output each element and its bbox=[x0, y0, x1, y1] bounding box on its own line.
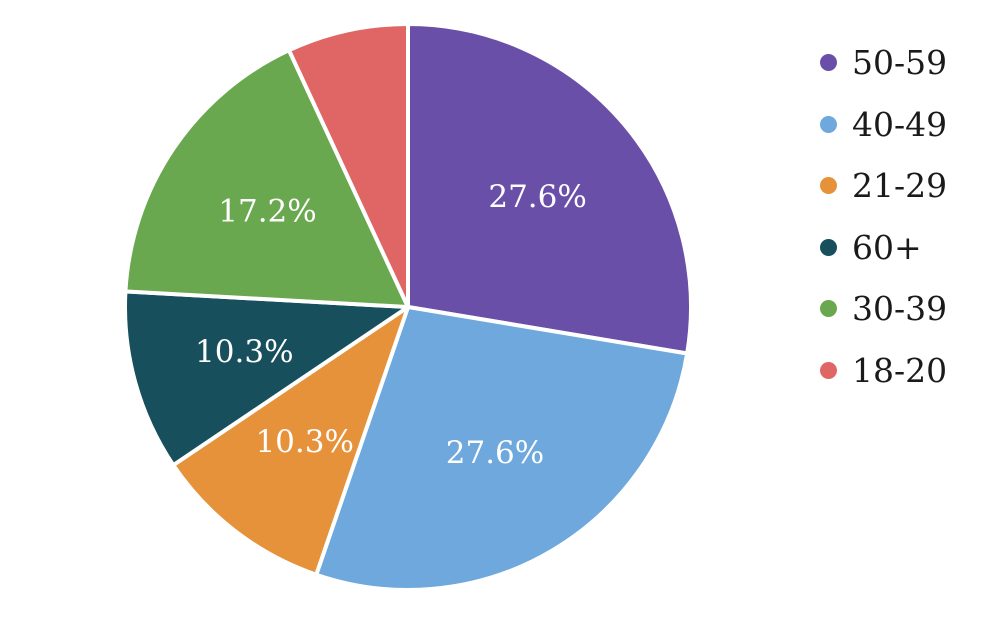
pie-slice-label-60-plus: 10.3% bbox=[195, 334, 293, 370]
legend-swatch-60-plus bbox=[820, 238, 837, 256]
pie-slice-40-49[interactable] bbox=[314, 305, 690, 592]
pie-slice-label-40-49: 27.6% bbox=[446, 435, 544, 471]
pie-slice-18-20[interactable] bbox=[287, 22, 410, 309]
legend-item-18-20[interactable]: 18-20 bbox=[820, 340, 990, 402]
pie-slice-label-50-59: 27.6% bbox=[488, 179, 586, 215]
legend-label-30-39: 30-39 bbox=[852, 289, 948, 329]
pie-slice-60-plus[interactable] bbox=[123, 289, 410, 468]
legend-swatch-18-20 bbox=[820, 361, 837, 379]
legend-swatch-50-59 bbox=[820, 54, 837, 72]
legend-swatch-40-49 bbox=[820, 115, 837, 133]
legend-item-21-29[interactable]: 21-29 bbox=[820, 155, 990, 217]
legend: 50-59 40-49 21-29 60+ 30-39 18-20 bbox=[820, 32, 990, 401]
legend-item-30-39[interactable]: 30-39 bbox=[820, 278, 990, 340]
legend-item-60-plus[interactable]: 60+ bbox=[820, 217, 990, 279]
pie-slice-label-30-39: 17.2% bbox=[218, 194, 316, 230]
legend-label-50-59: 50-59 bbox=[852, 43, 948, 83]
legend-label-40-49: 40-49 bbox=[852, 104, 948, 144]
legend-label-18-20: 18-20 bbox=[852, 350, 948, 390]
legend-item-40-49[interactable]: 40-49 bbox=[820, 94, 990, 156]
legend-item-50-59[interactable]: 50-59 bbox=[820, 32, 990, 94]
pie-slice-30-39[interactable] bbox=[123, 48, 410, 309]
legend-label-21-29: 21-29 bbox=[852, 166, 948, 206]
pie-slice-50-59[interactable] bbox=[406, 22, 693, 356]
legend-label-60-plus: 60+ bbox=[852, 227, 922, 267]
legend-swatch-21-29 bbox=[820, 177, 837, 195]
legend-swatch-30-39 bbox=[820, 300, 837, 318]
pie-slice-21-29[interactable] bbox=[171, 305, 410, 577]
pie-slice-label-21-29: 10.3% bbox=[255, 424, 353, 460]
